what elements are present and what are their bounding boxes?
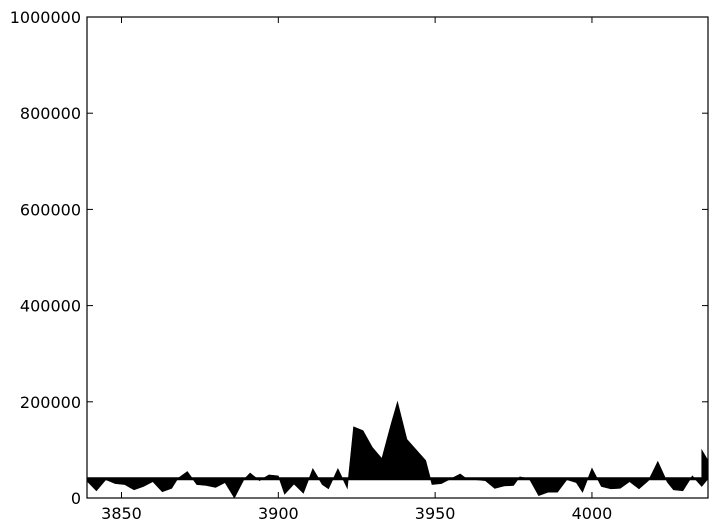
area-series-0	[86, 400, 709, 499]
y-tick-label: 1000000	[10, 8, 81, 27]
x-tick-label: 3900	[258, 504, 299, 523]
area-layer	[86, 400, 709, 499]
x-tick-label: 3950	[415, 504, 456, 523]
y-tick-label: 600000	[20, 200, 81, 219]
x-tick-label: 4000	[572, 504, 613, 523]
y-tick-label: 400000	[20, 297, 81, 316]
y-tick-label: 0	[71, 489, 81, 508]
y-tick-label: 800000	[20, 104, 81, 123]
area-series-1	[701, 448, 709, 480]
tick-layer: 3850 3900 3950 4000 0 200000 400000 600000 80000…	[10, 8, 708, 523]
y-tick-label: 200000	[20, 393, 81, 412]
plot-frame	[86, 16, 709, 499]
x-tick-label: 3850	[101, 504, 142, 523]
